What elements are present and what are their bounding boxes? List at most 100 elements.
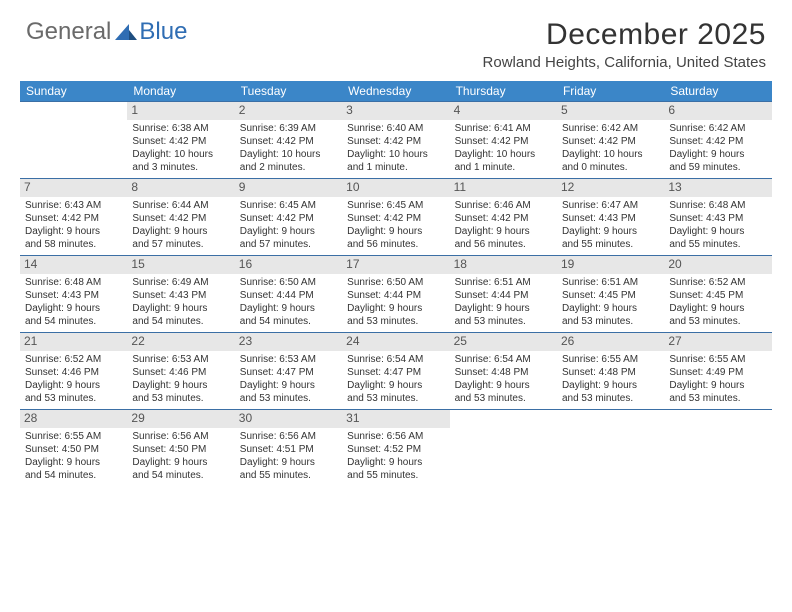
day-info-line: Sunrise: 6:45 AM	[347, 199, 444, 212]
day-info-line: Daylight: 9 hours	[455, 379, 552, 392]
day-number: 8	[127, 179, 234, 197]
day-cell	[20, 102, 127, 178]
day-cell: 1Sunrise: 6:38 AMSunset: 4:42 PMDaylight…	[127, 102, 234, 178]
day-info-line: and 1 minute.	[347, 161, 444, 174]
day-number: 22	[127, 333, 234, 351]
day-number: 9	[235, 179, 342, 197]
day-info-line: Daylight: 9 hours	[132, 379, 229, 392]
day-info-line: Sunset: 4:47 PM	[240, 366, 337, 379]
day-info-line: Daylight: 9 hours	[669, 225, 766, 238]
day-cell: 8Sunrise: 6:44 AMSunset: 4:42 PMDaylight…	[127, 179, 234, 255]
day-info-line: Daylight: 9 hours	[455, 225, 552, 238]
day-number: 27	[664, 333, 771, 351]
day-cell: 3Sunrise: 6:40 AMSunset: 4:42 PMDaylight…	[342, 102, 449, 178]
day-info-line: Daylight: 9 hours	[347, 225, 444, 238]
day-number: 11	[450, 179, 557, 197]
day-cell: 26Sunrise: 6:55 AMSunset: 4:48 PMDayligh…	[557, 333, 664, 409]
day-info-line: Sunset: 4:52 PM	[347, 443, 444, 456]
day-info-line: and 58 minutes.	[25, 238, 122, 251]
day-cell: 4Sunrise: 6:41 AMSunset: 4:42 PMDaylight…	[450, 102, 557, 178]
day-number: 14	[20, 256, 127, 274]
day-info-line: Sunset: 4:42 PM	[132, 135, 229, 148]
day-info-line: Daylight: 9 hours	[562, 379, 659, 392]
day-info-line: Sunrise: 6:52 AM	[25, 353, 122, 366]
day-info-line: Sunrise: 6:44 AM	[132, 199, 229, 212]
day-cell: 7Sunrise: 6:43 AMSunset: 4:42 PMDaylight…	[20, 179, 127, 255]
day-info-line: and 53 minutes.	[455, 392, 552, 405]
day-info-line: Sunset: 4:51 PM	[240, 443, 337, 456]
week-row: 21Sunrise: 6:52 AMSunset: 4:46 PMDayligh…	[20, 332, 772, 409]
day-info-line: Sunset: 4:42 PM	[562, 135, 659, 148]
day-cell: 17Sunrise: 6:50 AMSunset: 4:44 PMDayligh…	[342, 256, 449, 332]
day-info-line: Sunset: 4:49 PM	[669, 366, 766, 379]
day-info-line: Sunrise: 6:52 AM	[669, 276, 766, 289]
day-info-line: and 53 minutes.	[240, 392, 337, 405]
day-info-line: and 54 minutes.	[132, 315, 229, 328]
day-info-line: Daylight: 9 hours	[669, 379, 766, 392]
day-info-line: and 57 minutes.	[132, 238, 229, 251]
day-info-line: Daylight: 9 hours	[25, 302, 122, 315]
day-cell: 21Sunrise: 6:52 AMSunset: 4:46 PMDayligh…	[20, 333, 127, 409]
day-info-line: Daylight: 9 hours	[25, 379, 122, 392]
day-info-line: and 53 minutes.	[669, 315, 766, 328]
day-info-line: Daylight: 9 hours	[347, 302, 444, 315]
week-row: 1Sunrise: 6:38 AMSunset: 4:42 PMDaylight…	[20, 101, 772, 178]
day-number: 7	[20, 179, 127, 197]
day-info-line: Daylight: 9 hours	[669, 148, 766, 161]
day-cell: 24Sunrise: 6:54 AMSunset: 4:47 PMDayligh…	[342, 333, 449, 409]
day-info-line: and 53 minutes.	[562, 315, 659, 328]
day-cell: 31Sunrise: 6:56 AMSunset: 4:52 PMDayligh…	[342, 410, 449, 486]
week-row: 14Sunrise: 6:48 AMSunset: 4:43 PMDayligh…	[20, 255, 772, 332]
day-cell: 10 Sunrise: 6:45 AMSunset: 4:42 PMDayligh…	[342, 179, 449, 255]
day-info-line: and 56 minutes.	[347, 238, 444, 251]
day-info-line: Daylight: 9 hours	[240, 456, 337, 469]
day-number	[664, 410, 771, 412]
dow-saturday: Saturday	[664, 81, 771, 101]
dow-thursday: Thursday	[450, 81, 557, 101]
logo-triangle-icon	[115, 24, 137, 40]
day-info-line: Sunrise: 6:39 AM	[240, 122, 337, 135]
day-info-line: Sunrise: 6:49 AM	[132, 276, 229, 289]
day-number: 6	[664, 102, 771, 120]
day-cell: 22Sunrise: 6:53 AMSunset: 4:46 PMDayligh…	[127, 333, 234, 409]
day-info-line: and 53 minutes.	[455, 315, 552, 328]
day-info-line: Daylight: 9 hours	[562, 225, 659, 238]
day-number: 21	[20, 333, 127, 351]
day-info-line: Daylight: 10 hours	[562, 148, 659, 161]
day-number: 4	[450, 102, 557, 120]
day-number: 10	[342, 179, 449, 197]
day-info-line: and 53 minutes.	[347, 315, 444, 328]
day-info-line: and 53 minutes.	[562, 392, 659, 405]
day-cell: 9Sunrise: 6:45 AMSunset: 4:42 PMDaylight…	[235, 179, 342, 255]
day-cell: 23Sunrise: 6:53 AMSunset: 4:47 PMDayligh…	[235, 333, 342, 409]
month-title: December 2025	[483, 18, 766, 52]
day-number: 15	[127, 256, 234, 274]
dow-tuesday: Tuesday	[235, 81, 342, 101]
day-info-line: Sunrise: 6:54 AM	[455, 353, 552, 366]
day-info-line: Sunrise: 6:50 AM	[347, 276, 444, 289]
calendar: Sunday Monday Tuesday Wednesday Thursday…	[20, 81, 772, 486]
day-number: 18	[450, 256, 557, 274]
day-info-line: Sunrise: 6:56 AM	[240, 430, 337, 443]
day-number: 31	[342, 410, 449, 428]
day-info-line: and 57 minutes.	[240, 238, 337, 251]
day-cell: 5Sunrise: 6:42 AMSunset: 4:42 PMDaylight…	[557, 102, 664, 178]
day-info-line: Sunset: 4:42 PM	[132, 212, 229, 225]
day-info-line: Sunset: 4:42 PM	[669, 135, 766, 148]
day-info-line: Sunset: 4:50 PM	[25, 443, 122, 456]
day-info-line: Sunset: 4:42 PM	[347, 212, 444, 225]
day-info-line: and 53 minutes.	[132, 392, 229, 405]
day-info-line: Sunset: 4:48 PM	[562, 366, 659, 379]
day-cell: 28Sunrise: 6:55 AMSunset: 4:50 PMDayligh…	[20, 410, 127, 486]
day-info-line: Sunset: 4:48 PM	[455, 366, 552, 379]
day-info-line: Daylight: 9 hours	[132, 456, 229, 469]
day-info-line: Sunset: 4:44 PM	[347, 289, 444, 302]
day-info-line: Sunrise: 6:45 AM	[240, 199, 337, 212]
day-info-line: Sunset: 4:43 PM	[25, 289, 122, 302]
day-number: 25	[450, 333, 557, 351]
day-info-line: Daylight: 9 hours	[347, 456, 444, 469]
day-info-line: Sunset: 4:45 PM	[669, 289, 766, 302]
day-info-line: Daylight: 9 hours	[669, 302, 766, 315]
day-number: 24	[342, 333, 449, 351]
day-info-line: Daylight: 9 hours	[25, 225, 122, 238]
